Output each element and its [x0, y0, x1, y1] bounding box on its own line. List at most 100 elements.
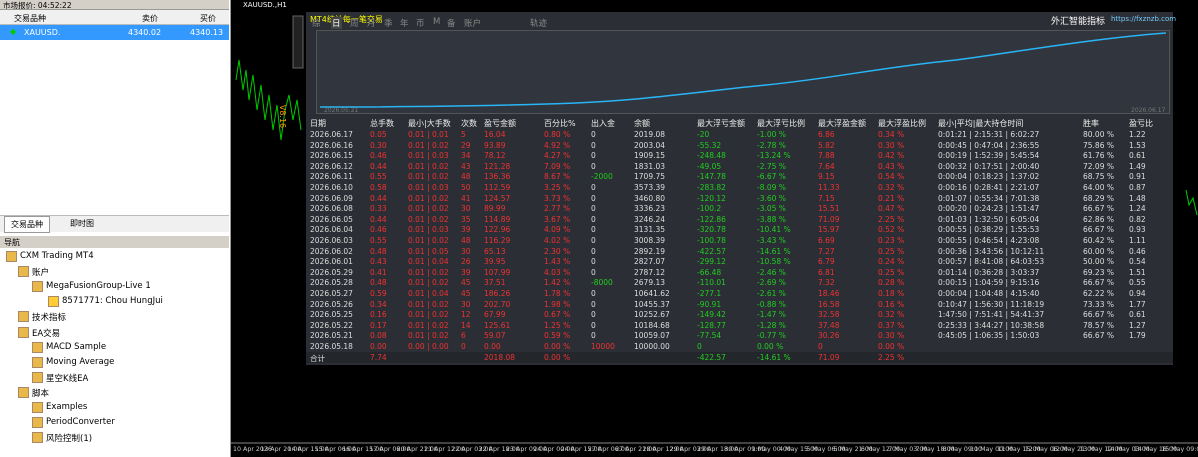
tree-item[interactable]: Moving Average	[46, 356, 115, 367]
table-cell: 2026.05.21	[310, 331, 353, 341]
table-cell: 0.28 %	[878, 278, 905, 288]
table-cell: 0	[591, 183, 596, 192]
tab[interactable]: 综	[312, 19, 321, 29]
table-cell: 89.99	[484, 204, 506, 214]
table-cell: 0	[697, 342, 702, 351]
table-cell: -10.58 %	[757, 257, 791, 267]
table-cell: 0.32 %	[878, 310, 905, 320]
table-cell: 18.46	[818, 289, 840, 298]
table-cell: 7.09 %	[544, 161, 571, 171]
table-cell: 66.67 %	[1083, 310, 1114, 320]
bid: 4340.02	[128, 28, 162, 37]
table-cell: 2026.06.16	[310, 140, 353, 150]
table-cell: 0.55	[1129, 278, 1146, 288]
col-header: 最大浮亏金额	[697, 119, 745, 128]
total-cell: 71.09	[818, 352, 840, 362]
table-cell: -100.78	[697, 236, 726, 245]
table-cell: 0	[591, 140, 596, 150]
col-header: 最大浮亏比例	[757, 119, 805, 128]
selected-row[interactable]	[0, 25, 229, 40]
tab[interactable]: 币	[416, 19, 425, 29]
tree-item[interactable]: MegaFusionGroup-Live 1	[46, 281, 151, 292]
table-cell: 0.01 | 0.03	[408, 151, 449, 161]
table-cell: 10641.62	[634, 289, 670, 298]
tab[interactable]: 年	[400, 19, 409, 29]
table-cell: 10000.00	[634, 342, 670, 351]
table-cell: 7.88	[818, 151, 835, 161]
table-cell: -147.78	[697, 172, 726, 182]
time-label: 14 May 03:00	[1106, 446, 1150, 453]
tab[interactable]: 季	[384, 19, 393, 29]
equity-chart	[316, 30, 1170, 114]
tab[interactable]: 备	[447, 19, 456, 29]
table-cell: 0.01 | 0.02	[408, 140, 449, 150]
table-cell: 0.47 %	[878, 204, 905, 214]
left-panel: 市场报价: 04:52:22 交易品种 卖价 买价 ◆ XAUUSD. 4340…	[0, 0, 231, 457]
table-cell: 3008.39	[634, 236, 666, 245]
tree-item[interactable]: 8571771: Chou HungJui	[62, 296, 163, 307]
table-cell: -283.82	[697, 183, 726, 192]
tab[interactable]: 日	[331, 17, 342, 29]
tree-item[interactable]: PeriodConverter	[46, 417, 115, 428]
table-cell: 2026.06.09	[310, 193, 353, 203]
table-cell: 0:00:04 | 1:04:48 | 4:15:40	[938, 289, 1040, 298]
table-cell: 0:10:47 | 1:56:30 | 11:18:19	[938, 299, 1045, 309]
tab[interactable]: 轨迹	[530, 19, 548, 29]
table-cell: 202.70	[484, 299, 511, 309]
table-cell: 12	[461, 310, 471, 320]
table-cell: 0	[591, 320, 596, 330]
col-header: 盈亏比	[1129, 119, 1153, 128]
tree-item[interactable]: MACD Sample	[46, 341, 107, 352]
table-cell: 2003.04	[634, 140, 666, 150]
table-cell: 8.67 %	[544, 172, 571, 182]
tab[interactable]: 月	[367, 19, 376, 29]
tab[interactable]: 即时图	[70, 219, 94, 228]
table-cell: 50.00 %	[1083, 257, 1114, 267]
tab[interactable]: M	[433, 17, 441, 27]
tree-item[interactable]: 账户	[32, 268, 50, 279]
table-cell: 7.27	[818, 246, 835, 256]
table-cell: 61.76 %	[1083, 151, 1114, 161]
tab[interactable]: 账户	[464, 19, 482, 29]
table-cell: 0.01 | 0.02	[408, 310, 449, 320]
time-label: 7 May 18:00	[915, 446, 955, 453]
url[interactable]: https://fxznzb.com	[1111, 15, 1177, 23]
col-header: 总手数	[370, 119, 394, 128]
table-cell: -66.48	[697, 267, 722, 277]
tree-item[interactable]: 风险控制(1)	[46, 434, 93, 445]
time-label: 30 Apr 09:00	[724, 446, 766, 453]
tab[interactable]: 周	[350, 19, 359, 29]
tree-item[interactable]: CXM Trading MT4	[20, 251, 94, 261]
col-header: 余额	[634, 119, 650, 128]
symbol[interactable]: XAUUSD.	[24, 28, 61, 37]
tree-item[interactable]: 脚本	[32, 388, 50, 399]
table-cell: -77.54	[697, 331, 722, 341]
table-cell: 66.67 %	[1083, 225, 1114, 235]
table-cell: 0.08	[370, 331, 387, 341]
table-cell: 0.82	[1129, 214, 1146, 224]
col-header: 出入金	[591, 119, 615, 128]
table-cell: -2.69 %	[757, 278, 786, 288]
tree-item[interactable]: EA交易	[32, 328, 61, 339]
table-cell: 3.67 %	[544, 214, 571, 224]
table-cell: 0.32 %	[878, 183, 905, 192]
table-cell: 1.79	[1129, 331, 1146, 341]
table-cell: 80.00 %	[1083, 130, 1114, 139]
tree-item[interactable]: 星空K线EA	[46, 373, 89, 384]
tree-item[interactable]: 技术指标	[32, 313, 67, 324]
table-cell: 10184.68	[634, 320, 670, 330]
tab[interactable]: 交易品种	[4, 216, 50, 233]
time-label: 13 May 12:00	[1079, 446, 1123, 453]
table-cell: 0.46	[370, 151, 387, 161]
total-cell: 合计	[310, 353, 325, 363]
tab-bar	[0, 215, 229, 232]
time-label: 14 May 18:00	[1133, 446, 1178, 453]
total-cell: -14.61 %	[757, 352, 791, 362]
table-cell: 0:00:36 | 3:43:56 | 10:12:11	[938, 246, 1045, 256]
table-cell: 2019.08	[634, 130, 666, 139]
table-cell: 2026.05.27	[310, 289, 353, 298]
tree-item[interactable]: Examples	[46, 402, 88, 412]
table-cell: 0.58	[370, 183, 387, 192]
table-cell: 0.01 | 0.02	[408, 161, 449, 171]
table-cell: 2026.06.17	[310, 130, 353, 139]
